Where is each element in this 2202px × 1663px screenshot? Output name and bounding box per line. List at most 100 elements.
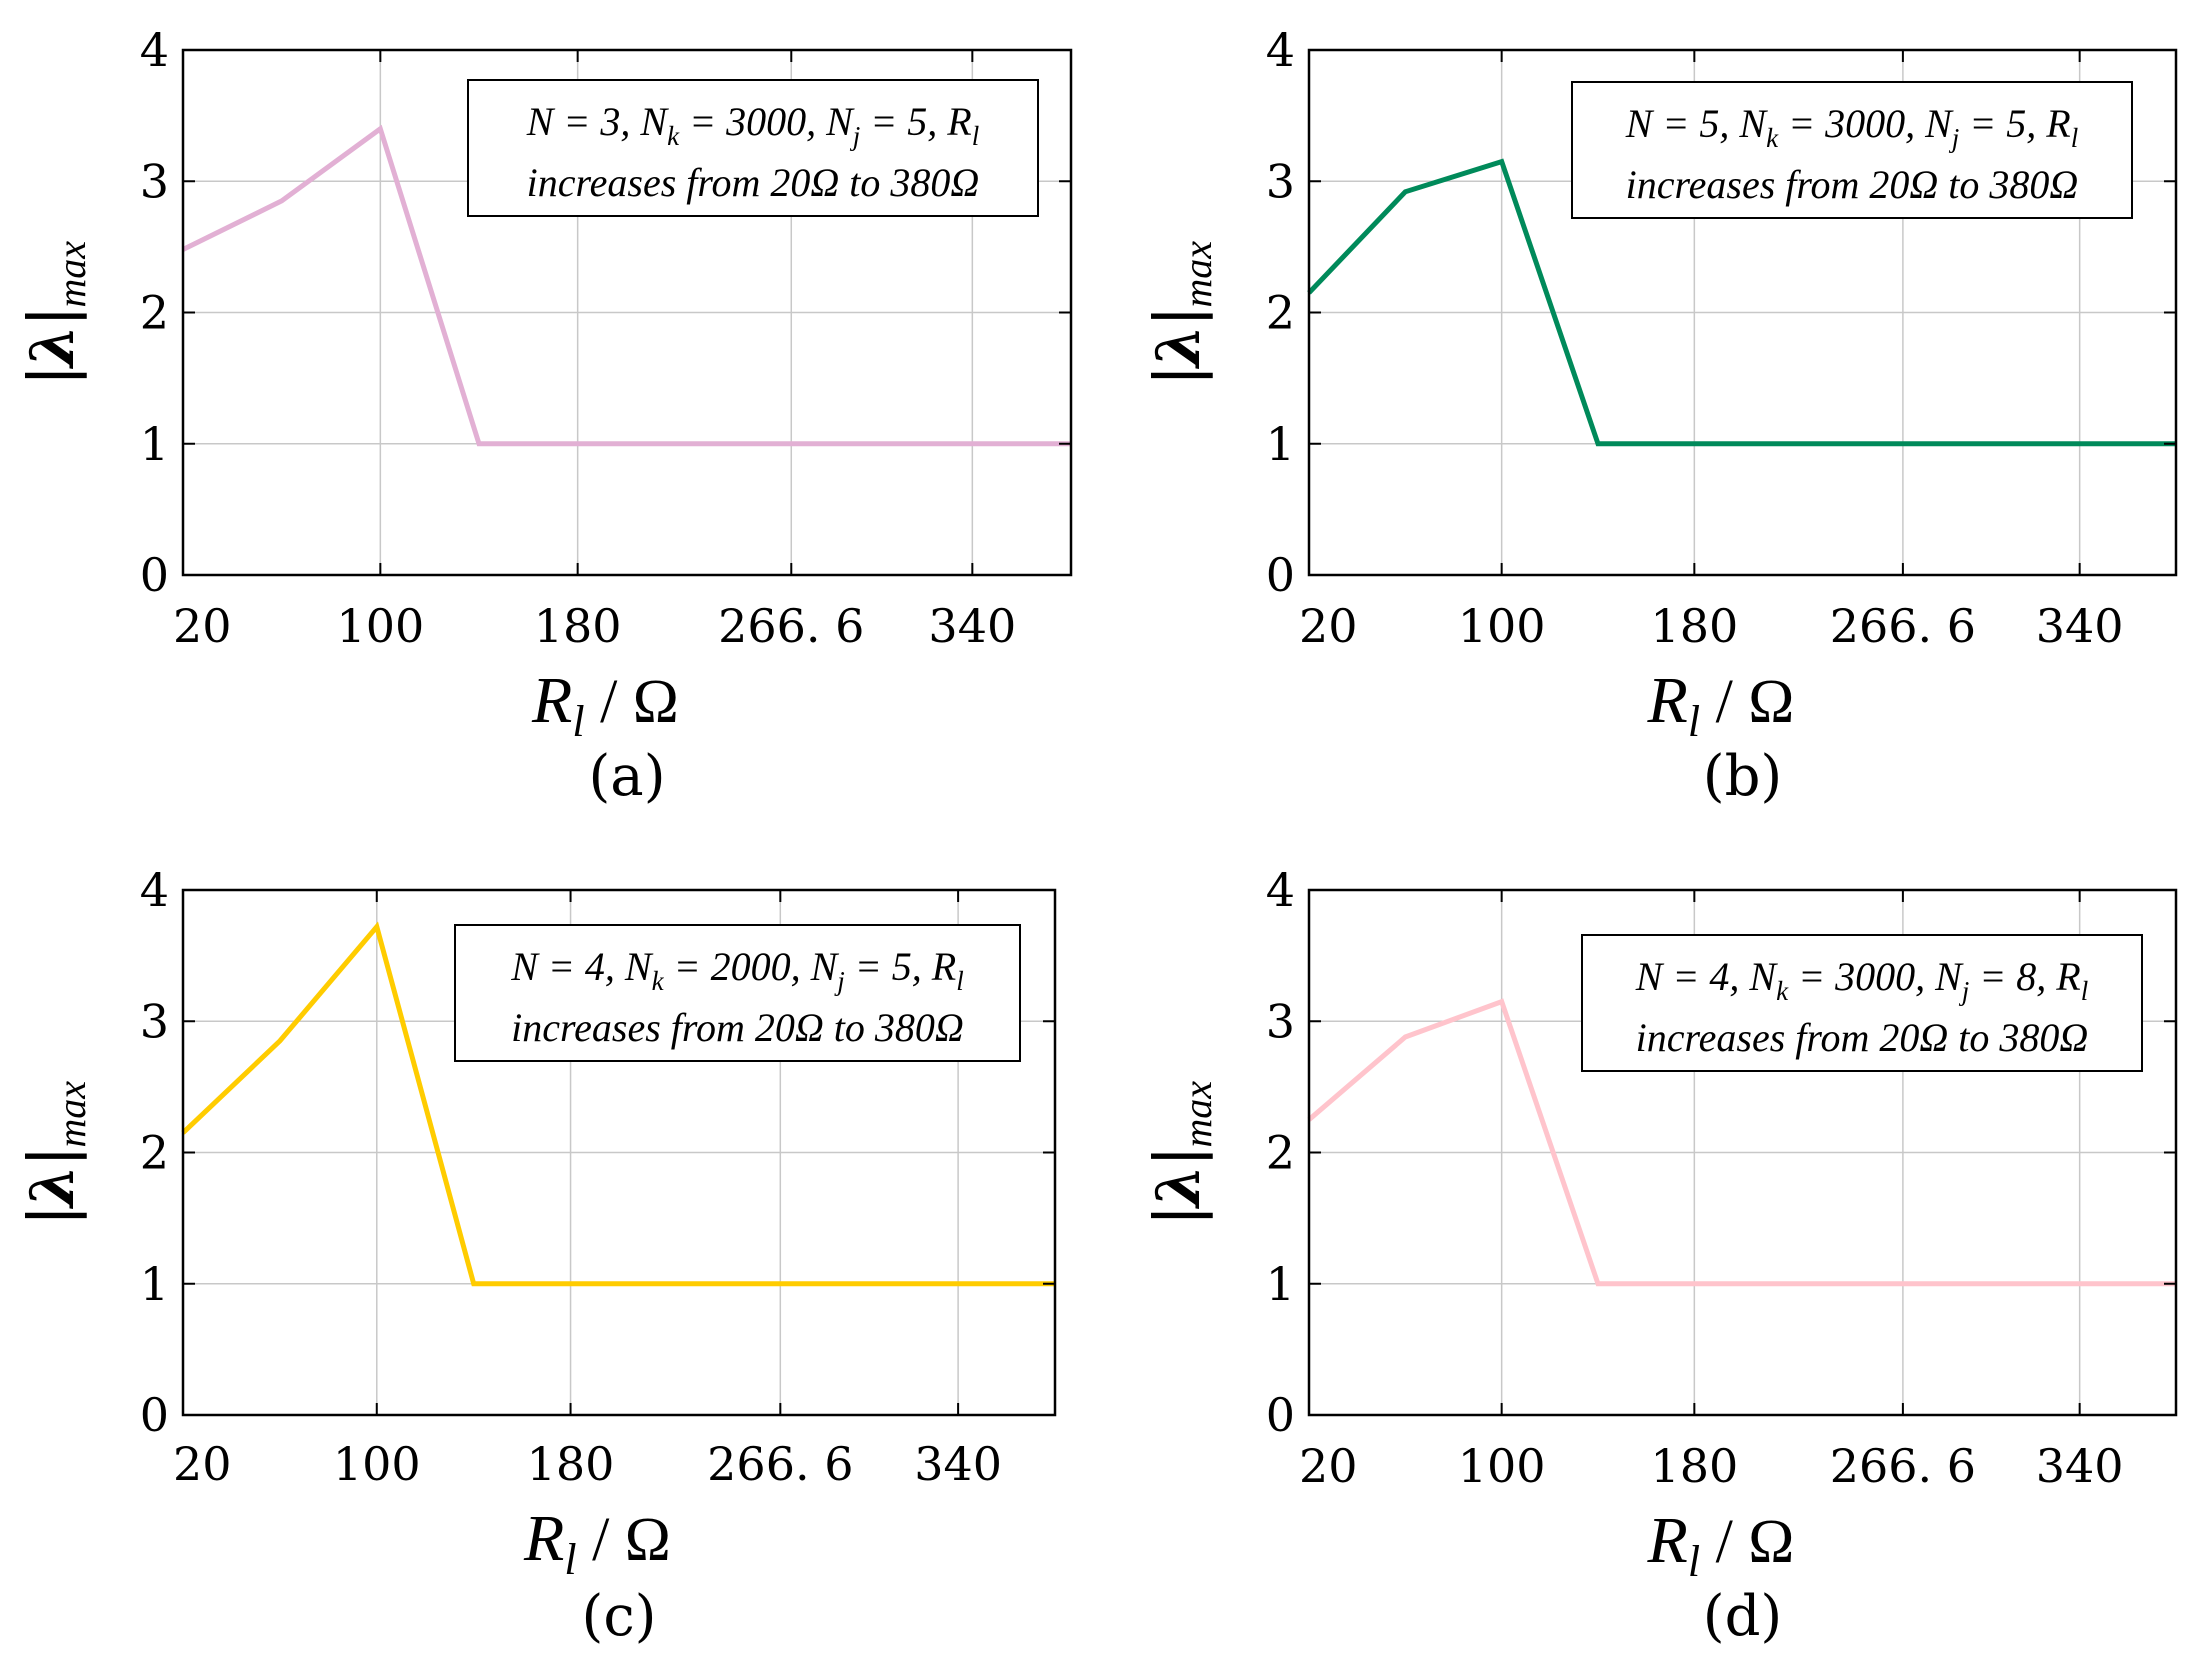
y-tick-label: 4	[140, 23, 169, 77]
x-tick-label: 180	[1650, 1439, 1738, 1493]
y-axis-bar-right: |	[1139, 1148, 1213, 1165]
x-tick-label: 180	[527, 1437, 615, 1491]
annotation-box	[1571, 81, 2133, 219]
x-tick-label: 266. 6	[718, 599, 864, 653]
data-line-series	[181, 124, 1071, 447]
y-axis-symbol: λ	[1144, 1165, 1214, 1210]
ann-l-sub: l	[2081, 976, 2089, 1006]
data-line-series	[1307, 158, 2176, 447]
y-tick-label: 3	[140, 994, 169, 1048]
x-tick-label: 180	[1650, 599, 1738, 653]
y-axis-bar-right: |	[1139, 308, 1213, 325]
y-tick-label: 4	[140, 863, 169, 917]
y-axis-bar-left: |	[13, 367, 87, 384]
x-tick-label: 266. 6	[707, 1437, 853, 1491]
data-line-series	[181, 921, 1055, 1287]
y-axis-symbol: λ	[18, 1165, 88, 1210]
x-axis-label: Rl / Ω	[531, 664, 679, 746]
ann-nj-value: = 5, R	[860, 99, 971, 144]
y-axis-symbol: λ	[1144, 325, 1214, 370]
x-axis-subscript: l	[1688, 697, 1700, 746]
x-tick-label: 100	[336, 599, 424, 653]
ann-nj-value: = 5, R	[845, 944, 956, 989]
y-axis-bar-right: |	[13, 1148, 87, 1165]
x-axis-symbol: R	[523, 1502, 564, 1575]
x-axis-subscript: l	[572, 697, 584, 746]
ann-nj-value: = 8, R	[1969, 954, 2080, 999]
y-tick-label: 1	[1266, 1257, 1295, 1311]
y-tick-label: 0	[140, 1388, 169, 1442]
y-axis-bar-right: |	[13, 308, 87, 325]
ann-nk-value: = 3000, N	[1788, 954, 1964, 999]
x-axis-unit: / Ω	[577, 1506, 671, 1574]
x-axis-subscript: l	[564, 1535, 576, 1584]
ann-n-value: 4, N	[1709, 954, 1778, 999]
y-tick-label: 4	[1266, 23, 1295, 77]
x-tick-label: 340	[2036, 1439, 2124, 1493]
y-axis-bar-left: |	[13, 1207, 87, 1224]
annotation-line-1: N = 4, Nk = 3000, Nj = 8, Rl	[1635, 954, 2088, 1006]
ann-n-value: 4, N	[585, 944, 654, 989]
ann-j-sub: j	[1959, 976, 1970, 1006]
y-tick-label: 0	[140, 548, 169, 602]
ann-nk-value: = 3000, N	[679, 99, 855, 144]
y-axis-label: |λ|max	[1139, 241, 1220, 384]
ann-j-sub: j	[834, 966, 845, 996]
y-tick-label: 1	[1266, 417, 1295, 471]
ann-l-sub: l	[2071, 123, 2079, 153]
y-tick-label: 2	[140, 286, 169, 340]
x-tick-label: 20	[1299, 599, 1358, 653]
x-tick-label: 100	[333, 1437, 421, 1491]
ann-k-sub: k	[1766, 123, 1779, 153]
y-tick-label: 2	[1266, 1126, 1295, 1180]
y-tick-label: 2	[140, 1126, 169, 1180]
ann-nk-value: = 2000, N	[664, 944, 840, 989]
annotation-box	[454, 924, 1021, 1062]
y-tick-label: 3	[1266, 154, 1295, 208]
x-tick-label: 100	[1458, 1439, 1546, 1493]
ann-nk-value: = 3000, N	[1778, 101, 1954, 146]
y-axis-label: |λ|max	[13, 1081, 94, 1224]
y-axis-subscript: max	[1175, 241, 1220, 308]
y-axis-symbol: λ	[18, 325, 88, 370]
y-axis-label: |λ|max	[13, 241, 94, 384]
x-axis-label: Rl / Ω	[523, 1502, 671, 1584]
ann-n-label: N =	[1635, 954, 1710, 999]
x-tick-label: 20	[173, 599, 232, 653]
ann-k-sub: k	[667, 121, 680, 151]
ann-n-value: 5, N	[1699, 101, 1768, 146]
ann-l-sub: l	[972, 121, 980, 151]
x-tick-label: 20	[173, 1437, 232, 1491]
annotation-line-1: N = 4, Nk = 2000, Nj = 5, Rl	[510, 944, 963, 996]
x-tick-label: 266. 6	[1830, 1439, 1976, 1493]
y-axis-bar-left: |	[1139, 367, 1213, 384]
y-axis-bar-left: |	[1139, 1207, 1213, 1224]
annotation-line-2: increases from 20Ω to 380Ω	[527, 160, 980, 205]
ann-nj-value: = 5, R	[1959, 101, 2070, 146]
panel-caption: (a)	[588, 744, 665, 809]
annotation-line-2: increases from 20Ω to 380Ω	[511, 1005, 964, 1050]
x-axis-symbol: R	[1647, 664, 1688, 737]
x-tick-label: 100	[1458, 599, 1546, 653]
y-tick-label: 3	[140, 154, 169, 208]
annotation-line-2: increases from 20Ω to 380Ω	[1626, 162, 2079, 207]
y-tick-label: 3	[1266, 994, 1295, 1048]
x-axis-unit: / Ω	[585, 668, 679, 736]
x-axis-subscript: l	[1688, 1537, 1700, 1586]
y-axis-subscript: max	[49, 1081, 94, 1148]
x-axis-symbol: R	[531, 664, 572, 737]
x-tick-label: 20	[1299, 1439, 1358, 1493]
x-axis-label: Rl / Ω	[1647, 664, 1795, 746]
ann-l-sub: l	[956, 966, 964, 996]
annotation-box	[1581, 934, 2143, 1072]
y-tick-label: 0	[1266, 1388, 1295, 1442]
ann-k-sub: k	[652, 966, 665, 996]
y-tick-label: 0	[1266, 548, 1295, 602]
x-tick-label: 340	[2036, 599, 2124, 653]
panel-caption: (d)	[1703, 1584, 1783, 1649]
x-axis-unit: / Ω	[1700, 1508, 1794, 1576]
